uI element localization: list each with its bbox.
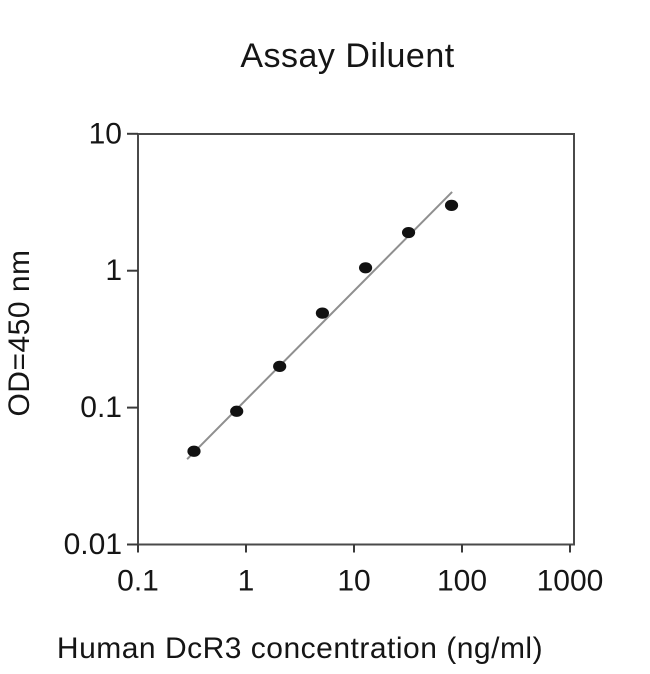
- data-point: [358, 262, 373, 274]
- x-tick-label: 1000: [537, 565, 604, 598]
- x-axis-label: Human DcR3 concentration (ng/ml): [56, 632, 544, 665]
- data-point: [401, 226, 416, 239]
- data-point: [315, 307, 330, 319]
- x-tick-label: 0.1: [117, 565, 159, 598]
- y-tick-label: 0.01: [64, 528, 122, 561]
- data-point: [187, 445, 201, 457]
- y-tick-label: 1: [105, 254, 122, 287]
- x-tick-label: 100: [437, 565, 487, 598]
- plot-frame: [137, 133, 575, 546]
- x-tick-label: 10: [337, 565, 370, 598]
- x-tick-label: 1: [238, 565, 255, 598]
- chart-title: Assay Diluent: [240, 37, 455, 75]
- y-tick-label: 0.1: [80, 391, 122, 424]
- data-point: [444, 199, 459, 211]
- y-tick-label: 10: [89, 117, 122, 150]
- data-point: [273, 360, 287, 372]
- data-point: [230, 405, 244, 417]
